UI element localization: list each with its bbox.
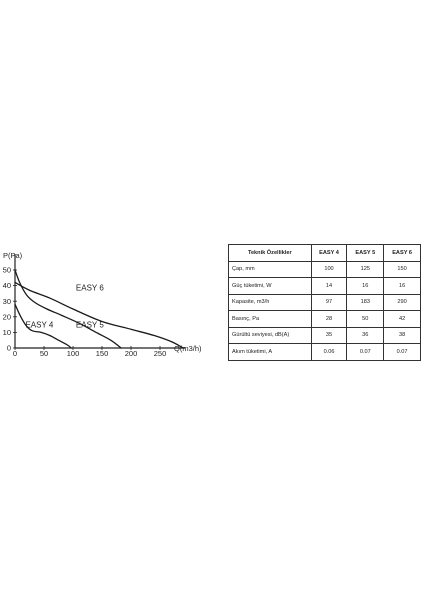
table-cell: 125 (346, 260, 385, 278)
table-cell: 0.07 (383, 343, 421, 361)
table-cell: 14 (310, 277, 348, 295)
series-curve-easy-5 (14, 269, 122, 349)
series-curve-easy-4 (14, 303, 72, 349)
header-cell: EASY 6 (383, 244, 421, 262)
table-row: Basınç, Pa 28 50 42 (228, 310, 421, 328)
table-cell: 0.07 (346, 343, 385, 361)
x-tick-label: 150 (96, 349, 109, 358)
header-cell: EASY 5 (346, 244, 385, 262)
row-label: Çap, mm (228, 260, 312, 278)
series-curve-easy-6 (14, 281, 184, 349)
chart-svg: 0 10 20 30 40 50 0 50 100 150 200 250 P(Pa) Q(m3/h) E… (3, 251, 202, 358)
series-label-easy-6: EASY 6 (76, 283, 104, 292)
row-label: Güç tüketimi, W (228, 277, 312, 295)
table-cell: 36 (346, 326, 385, 344)
x-tick-label: 200 (125, 349, 138, 358)
table-cell: 150 (383, 260, 421, 278)
chart-labels: P(Pa) Q(m3/h) EASY 4 EASY 5 EASY 6 (3, 251, 202, 353)
row-label: Kapasite, m3/h (228, 293, 312, 311)
table-cell: 0.06 (310, 343, 348, 361)
table-cell: 183 (346, 293, 385, 311)
header-cell: EASY 4 (310, 244, 348, 262)
y-tick-label: 20 (3, 312, 11, 321)
table-header-row: Teknik Özellikler EASY 4 EASY 5 EASY 6 (228, 244, 421, 262)
table-cell: 35 (310, 326, 348, 344)
row-label: Gürültü seviyesi, dB(A) (228, 326, 312, 344)
y-tick-label: 10 (3, 328, 11, 337)
x-tick-label: 100 (67, 349, 80, 358)
header-cell: Teknik Özellikler (228, 244, 312, 262)
series-label-easy-4: EASY 4 (25, 321, 53, 330)
table-cell: 16 (383, 277, 421, 295)
table-cell: 28 (310, 310, 348, 328)
y-tick-label: 50 (3, 266, 11, 275)
pressure-flow-chart: 0 10 20 30 40 50 0 50 100 150 200 250 P(Pa) Q(m3/h) E… (0, 240, 205, 365)
x-tick-label: 50 (40, 349, 48, 358)
table-cell: 38 (383, 326, 421, 344)
table-cell: 100 (310, 260, 348, 278)
table-cell: 16 (346, 277, 385, 295)
table-row: Güç tüketimi, W 14 16 16 (228, 277, 421, 295)
chart-ticks: 0 10 20 30 40 50 0 50 100 150 200 250 (3, 266, 167, 358)
x-tick-label: 250 (154, 349, 167, 358)
row-label: Basınç, Pa (228, 310, 312, 328)
table-row: Çap, mm 100 125 150 (228, 260, 421, 278)
x-tick-label: 0 (13, 349, 17, 358)
x-axis-title: Q(m3/h) (174, 344, 202, 353)
table-row: Akım tüketimi, A 0.06 0.07 0.07 (228, 343, 421, 361)
y-tick-label: 0 (7, 344, 11, 353)
y-tick-label: 30 (3, 297, 11, 306)
y-axis-title: P(Pa) (3, 251, 23, 260)
series-label-easy-5: EASY 5 (76, 321, 104, 330)
table-row: Gürültü seviyesi, dB(A) 35 36 38 (228, 326, 421, 344)
table-row: Kapasite, m3/h 97 183 290 (228, 293, 421, 311)
technical-specs-table: Teknik Özellikler EASY 4 EASY 5 EASY 6 Ç… (228, 244, 421, 361)
table-cell: 97 (310, 293, 348, 311)
row-label: Akım tüketimi, A (228, 343, 312, 361)
table-cell: 290 (383, 293, 421, 311)
y-tick-label: 40 (3, 281, 11, 290)
table-cell: 50 (346, 310, 385, 328)
table-cell: 42 (383, 310, 421, 328)
chart-curves (14, 269, 184, 349)
